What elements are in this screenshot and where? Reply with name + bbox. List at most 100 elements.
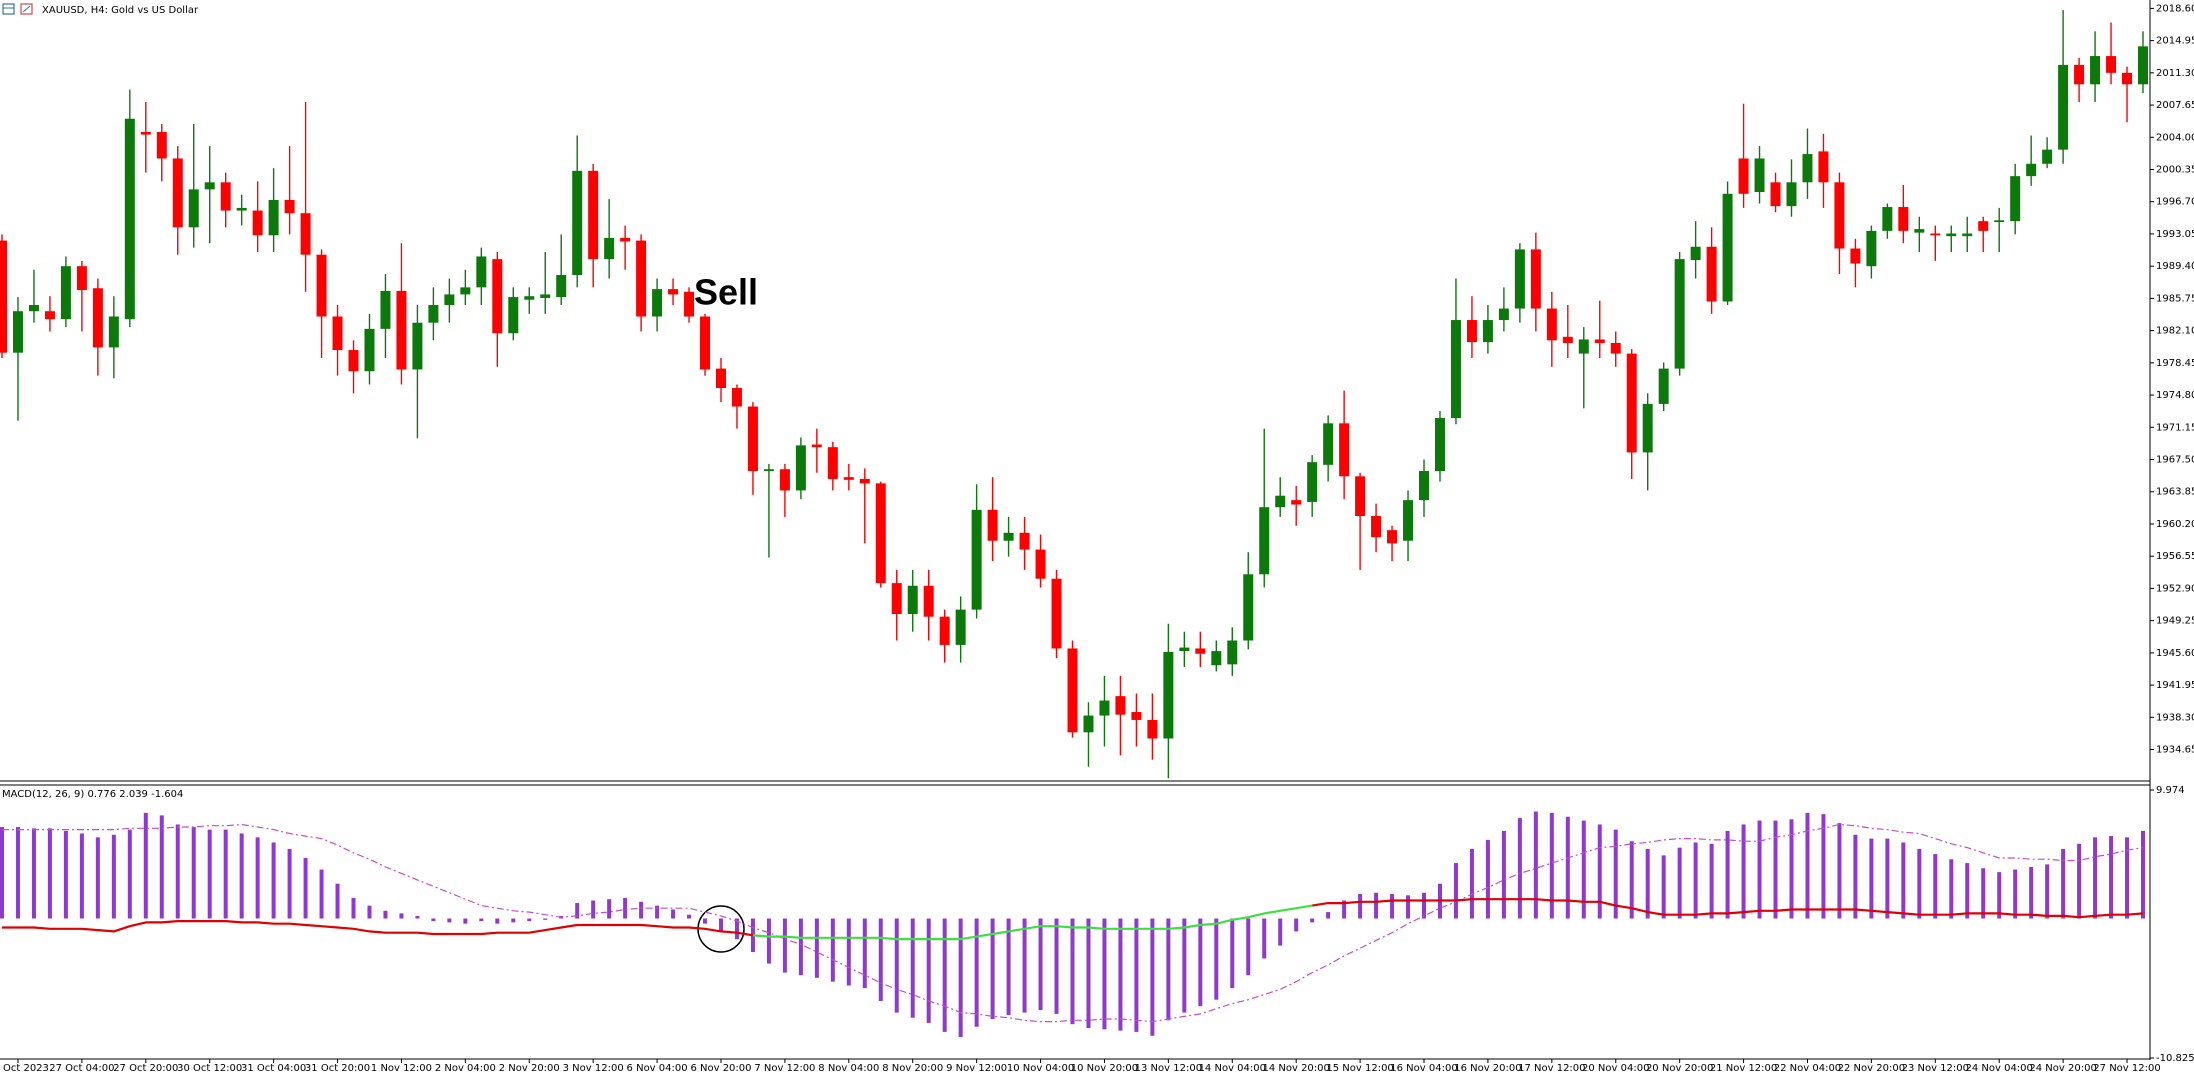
histogram-bar bbox=[1725, 830, 1730, 919]
candle-body bbox=[92, 288, 103, 348]
histogram-bar bbox=[1789, 819, 1794, 919]
y-tick-label: 2000.35 bbox=[2156, 165, 2194, 176]
histogram-bar bbox=[543, 918, 548, 920]
candle-body bbox=[348, 350, 359, 372]
x-tick-label: 2 Nov 04:00 bbox=[435, 1063, 496, 1074]
histogram-bar bbox=[1773, 820, 1778, 919]
candle-body bbox=[1211, 651, 1222, 666]
candle-body bbox=[1834, 182, 1845, 249]
histogram-bar bbox=[527, 918, 532, 922]
candle-body bbox=[124, 118, 135, 320]
histogram-bar bbox=[1533, 811, 1538, 919]
candle-body bbox=[1930, 233, 1941, 236]
candle-body bbox=[1882, 207, 1893, 231]
candle-body bbox=[1419, 471, 1430, 501]
histogram-bar bbox=[894, 918, 899, 1013]
candle-body bbox=[2074, 64, 2085, 85]
candle-body bbox=[140, 131, 151, 135]
histogram-bar bbox=[1342, 900, 1347, 919]
candle-body bbox=[779, 469, 790, 491]
histogram-bar bbox=[2061, 848, 2066, 919]
histogram-bar bbox=[191, 827, 196, 919]
x-tick-label: 16 Nov 20:00 bbox=[1454, 1063, 1521, 1074]
candle-body bbox=[763, 469, 774, 472]
candle-body bbox=[2010, 176, 2021, 222]
histogram-bar bbox=[127, 829, 132, 919]
candle-body bbox=[1291, 500, 1302, 505]
candle-body bbox=[268, 199, 279, 236]
icon bbox=[2, 3, 15, 15]
y-tick-label: 2007.65 bbox=[2156, 100, 2194, 111]
y-tick-label: 1949.25 bbox=[2156, 616, 2194, 627]
signal-line bbox=[2, 823, 2144, 1023]
histogram-bar bbox=[942, 918, 947, 1032]
histogram-bar bbox=[766, 918, 771, 964]
histogram-bar bbox=[2013, 869, 2018, 919]
histogram-bar bbox=[1118, 918, 1123, 1031]
candle-body bbox=[220, 182, 231, 211]
histogram-bar bbox=[910, 918, 915, 1018]
histogram-bar bbox=[782, 918, 787, 973]
histogram-bar bbox=[447, 918, 452, 923]
y-tick-label: 1956.55 bbox=[2156, 551, 2194, 562]
y-tick-label: 1993.05 bbox=[2156, 229, 2194, 240]
x-tick-label: 9 Nov 12:00 bbox=[946, 1063, 1007, 1074]
histogram-bar bbox=[1661, 855, 1666, 919]
histogram-bar bbox=[1565, 816, 1570, 919]
y-tick-label: 2004.00 bbox=[2156, 132, 2194, 143]
histogram-bar bbox=[415, 915, 420, 919]
histogram-bar bbox=[830, 918, 835, 982]
candle-body bbox=[2058, 64, 2069, 150]
histogram-bar bbox=[175, 824, 180, 919]
histogram-bar bbox=[1757, 820, 1762, 919]
candle-body bbox=[444, 294, 455, 306]
x-tick-label: 22 Nov 04:00 bbox=[1774, 1063, 1841, 1074]
candle-body bbox=[620, 237, 631, 242]
candle-body bbox=[380, 290, 391, 329]
y-tick-label: 1989.40 bbox=[2156, 261, 2194, 272]
candle-body bbox=[460, 287, 471, 295]
histogram-bar bbox=[1581, 820, 1586, 919]
candle-body bbox=[1754, 158, 1765, 193]
x-tick-label: 31 Oct 04:00 bbox=[241, 1063, 306, 1074]
candle-body bbox=[859, 478, 870, 484]
indicator-line bbox=[752, 904, 1313, 941]
histogram-bar bbox=[655, 905, 660, 919]
histogram-bar bbox=[95, 837, 100, 919]
candle-body bbox=[492, 259, 503, 334]
x-tick-label: 10 Nov 04:00 bbox=[1007, 1063, 1074, 1074]
candle-body bbox=[1131, 712, 1142, 720]
candle-body bbox=[2026, 163, 2037, 177]
candle-body bbox=[1898, 207, 1909, 231]
candle-body bbox=[1115, 696, 1126, 715]
histogram-bar bbox=[1246, 918, 1251, 976]
y-tick-label: -10.825 bbox=[2156, 1053, 2194, 1064]
candle-body bbox=[747, 406, 758, 472]
x-tick-label: 14 Nov 20:00 bbox=[1262, 1063, 1329, 1074]
histogram-bar bbox=[1805, 812, 1810, 919]
candle-body bbox=[1514, 249, 1525, 309]
histogram-bar bbox=[1278, 918, 1283, 946]
histogram-bar bbox=[431, 918, 436, 922]
candle-body bbox=[1546, 308, 1557, 341]
y-tick-label: 1938.30 bbox=[2156, 712, 2194, 723]
x-tick-label: 6 Nov 04:00 bbox=[627, 1063, 688, 1074]
candle-body bbox=[843, 477, 854, 480]
histogram-bar bbox=[2109, 836, 2114, 919]
histogram-bar bbox=[1485, 839, 1490, 919]
histogram-bar bbox=[1294, 918, 1299, 932]
candle-body bbox=[540, 294, 551, 298]
candle-body bbox=[412, 322, 423, 370]
histogram-bar bbox=[1901, 842, 1906, 919]
histogram-bar bbox=[2125, 837, 2130, 919]
candle-body bbox=[1690, 246, 1701, 260]
candle-body bbox=[156, 131, 167, 159]
candle-body bbox=[2090, 56, 2101, 85]
x-tick-label: 16 Nov 04:00 bbox=[1390, 1063, 1457, 1074]
histogram-bar bbox=[1853, 834, 1858, 919]
candle-body bbox=[684, 291, 695, 317]
x-tick-label: 2 Nov 20:00 bbox=[499, 1063, 560, 1074]
histogram-bar bbox=[798, 918, 803, 976]
candle-body bbox=[188, 189, 199, 228]
histogram-bar bbox=[383, 910, 388, 919]
